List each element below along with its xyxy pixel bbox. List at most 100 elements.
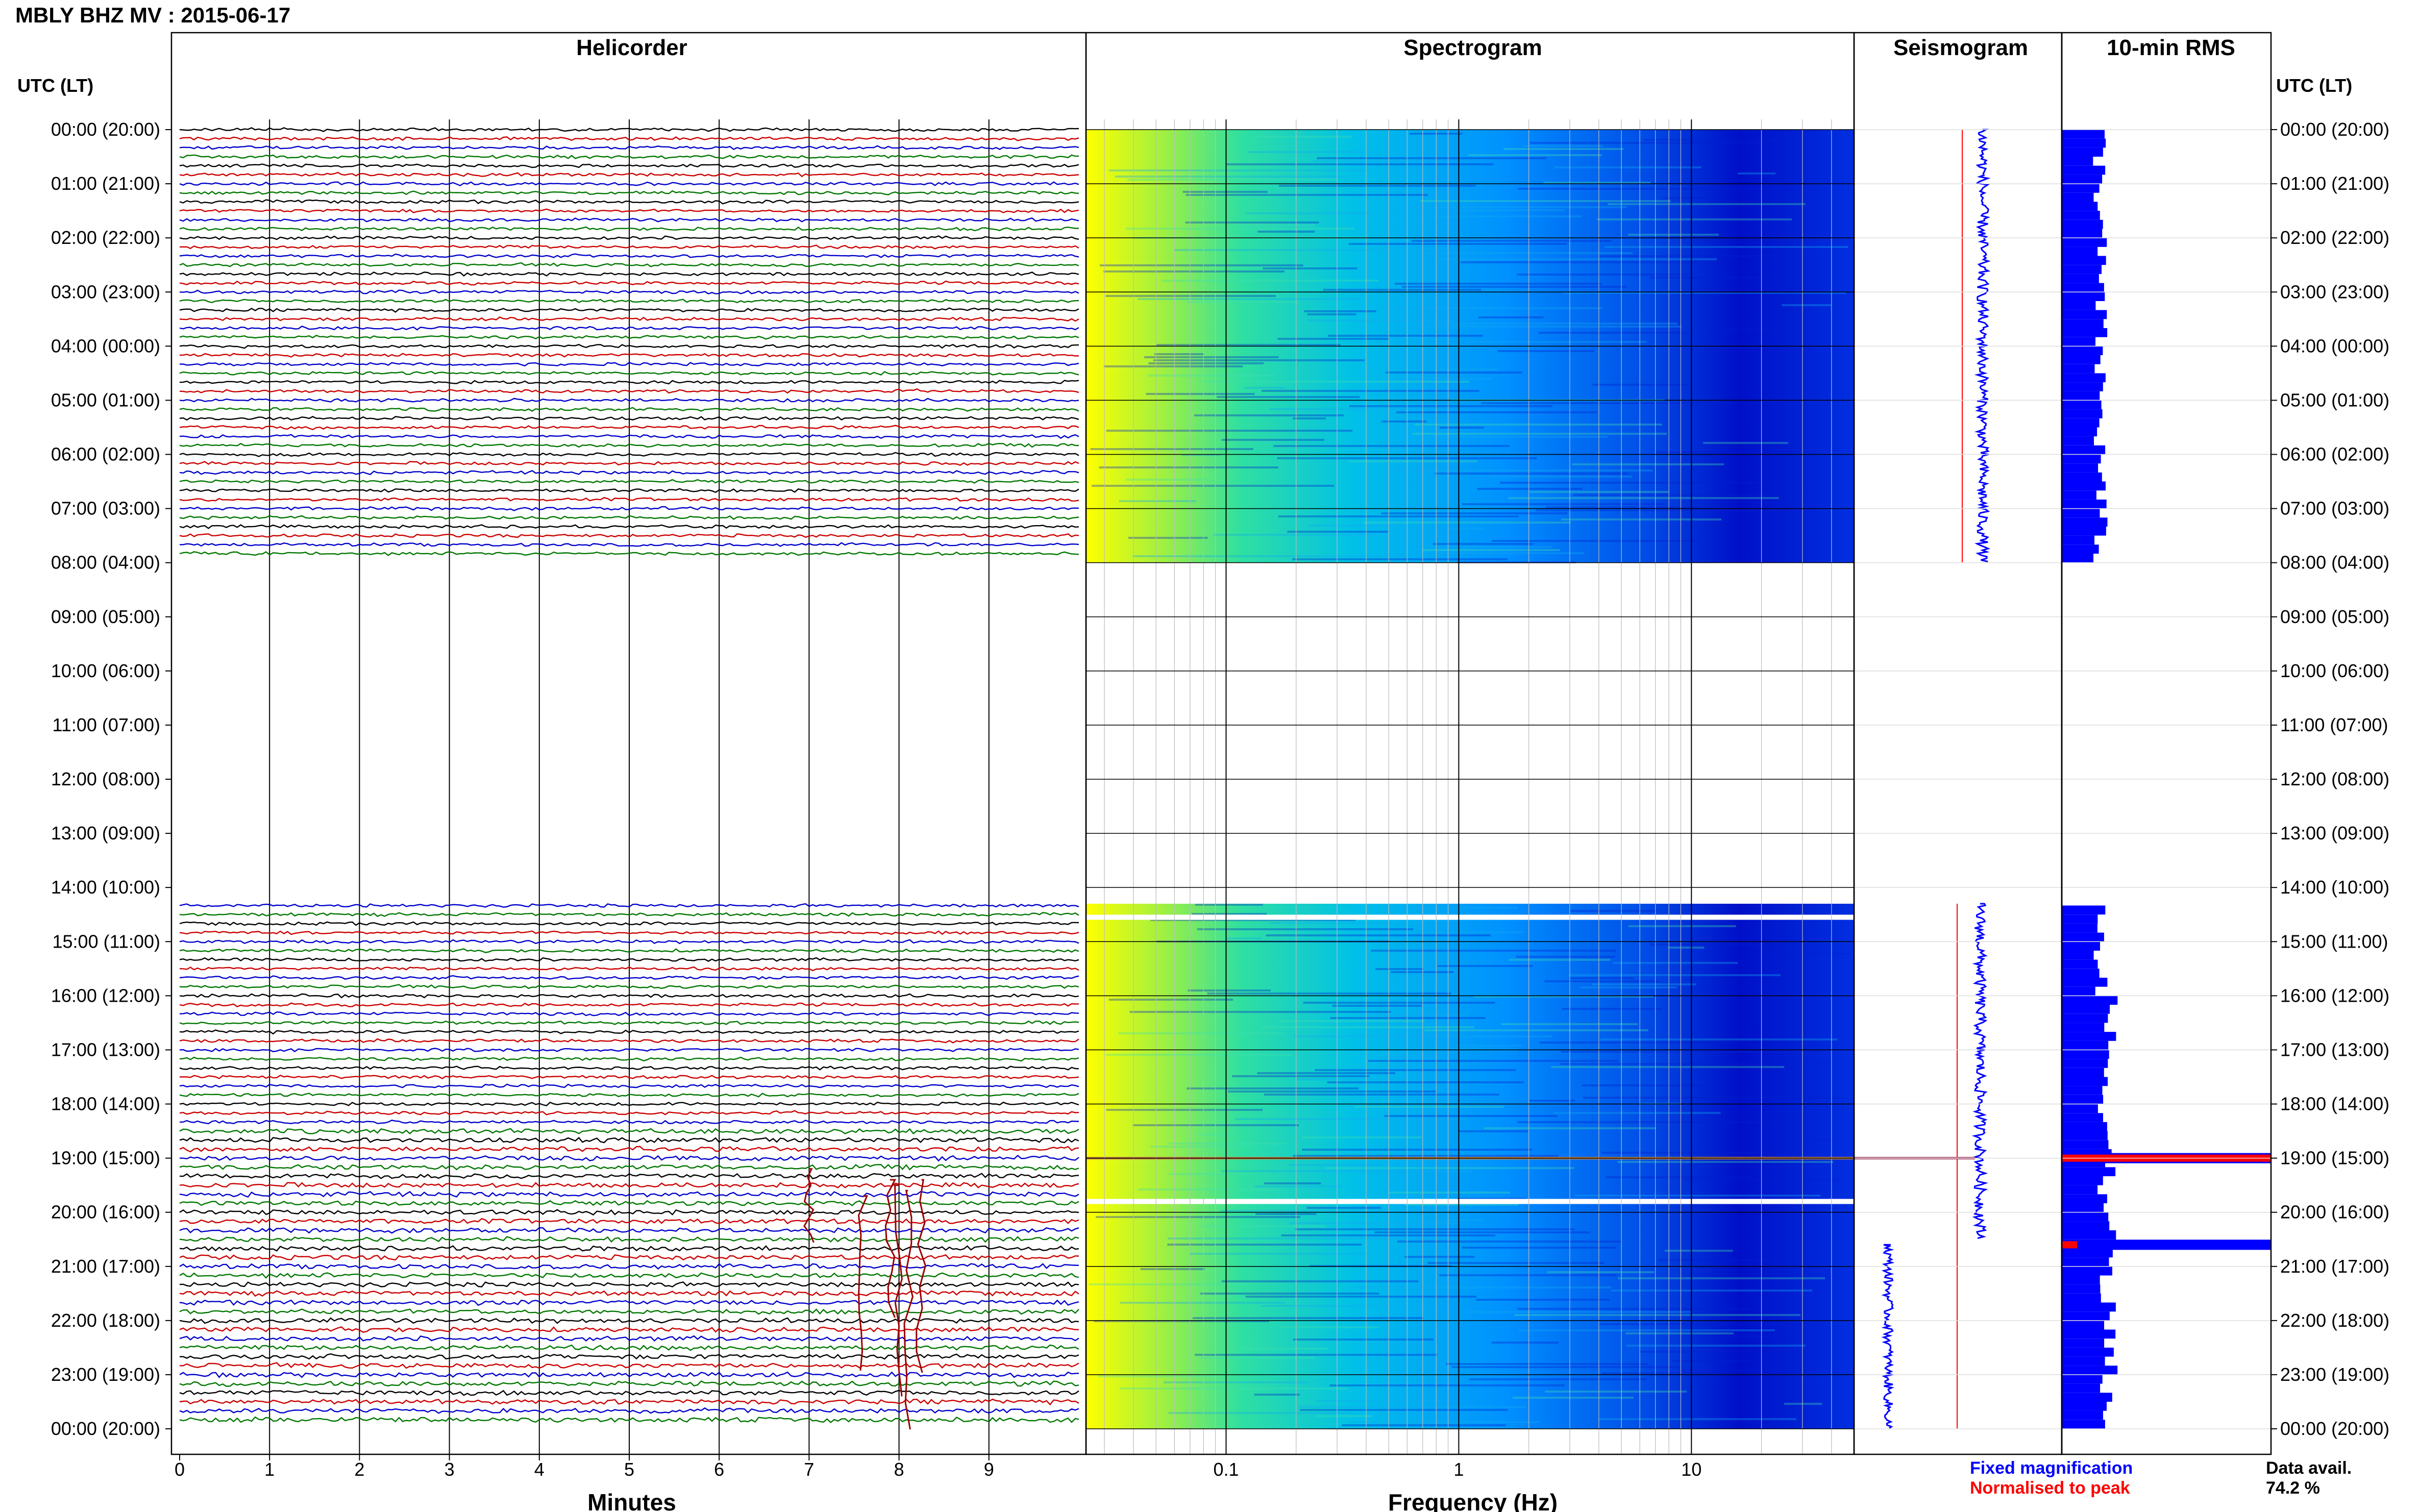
rms-bar [2062,941,2100,951]
helicorder-trace [179,1371,1079,1378]
x-axis-label-frequency: Frequency (Hz) [1388,1489,1558,1512]
helicorder-trace [179,1101,1079,1106]
rms-bar [2062,1013,2108,1023]
rms-bar [2062,1293,2101,1303]
spectrogram-texture [1435,258,1717,260]
legend-fixed-magnification: Fixed magnification [1970,1458,2133,1478]
spectrogram-texture [1516,955,1615,958]
helicorder-trace [179,903,1079,908]
helicorder-trace [179,1011,1079,1017]
spectrogram-texture [1703,442,1789,444]
spectrogram-texture [1195,903,1263,906]
helicorder-x-tick-label: 0 [175,1459,185,1480]
rms-bar [2062,238,2107,247]
y-tick-label-right: 12:00 (08:00) [2280,769,2389,789]
spectrogram-texture [1424,1029,1648,1031]
spectrogram-texture [1399,378,1492,380]
helicorder-trace [179,190,1079,195]
rms-bar [2062,463,2099,473]
spectrogram-texture [1501,1023,1638,1025]
spectrogram-texture [1241,1347,1328,1350]
rms-bar [2062,914,2098,924]
helicorder-trace [179,1362,1079,1369]
spectrogram-texture [1187,301,1299,303]
spectrogram-texture [1513,1396,1634,1399]
y-tick-label-right: 07:00 (03:00) [2280,498,2389,519]
helicorder-trace [179,1136,1079,1144]
rms-bar [2062,346,2103,355]
rms-bar [2062,184,2100,193]
spectrogram-texture [1220,1209,1390,1212]
rms-bar [2062,1311,2110,1321]
spectrogram-texture [1132,1124,1299,1126]
spectrogram-texture [1509,958,1611,961]
y-tick-label-right: 18:00 (14:00) [2280,1094,2389,1114]
rms-bar [2062,969,2100,978]
helicorder-trace [179,1075,1079,1080]
spectrogram-texture [1329,1384,1565,1386]
rms-bar [2062,454,2101,464]
spectrogram-texture [1640,1350,1723,1353]
rms-bar [2062,1339,2105,1348]
spectrogram-texture [1500,482,1778,484]
spectrogram-texture [1462,1246,1616,1249]
spectrogram-texture [1386,371,1522,374]
spectrogram-texture [1103,365,1243,367]
y-tick-label-right: 05:00 (01:00) [2280,389,2389,410]
spectrogram-texture [1561,518,1722,520]
spectrogram-texture [1100,264,1303,266]
spectrogram-texture [1115,176,1347,178]
spectrogram-texture [1153,359,1365,361]
spectrogram-texture [1422,549,1560,551]
helicorder-trace [179,262,1079,267]
y-tick-label-left: 19:00 (15:00) [51,1148,160,1169]
rms-bar [2062,355,2101,364]
page-title: MBLY BHZ MV : 2015-06-17 [15,3,291,27]
helicorder-trace [179,425,1079,431]
spectrogram-texture [1374,1231,1590,1233]
helicorder-trace [179,1182,1079,1188]
spectrogram-texture [1451,1366,1683,1368]
spectrogram-texture [1099,466,1278,468]
y-tick-label-right: 09:00 (05:00) [2280,606,2389,627]
spectrogram-texture [1457,1197,1527,1200]
spectrogram-texture [1221,1280,1419,1282]
spectrogram-texture [1572,463,1724,465]
y-tick-label-right: 01:00 (21:00) [2280,173,2389,194]
spectrogram-texture [1508,497,1779,499]
spectrogram-texture [1551,1065,1785,1068]
y-tick-label-left: 15:00 (11:00) [53,931,160,952]
rms-bar [2062,1383,2101,1393]
spectrogram-texture [1182,454,1221,456]
helicorder-trace [179,307,1079,313]
spectrogram-texture [1317,157,1547,159]
spectrogram-texture [1389,1191,1510,1194]
spectrogram-texture [1303,1001,1495,1004]
spectrogram-texture [1315,1069,1516,1071]
helicorder-trace [179,1120,1079,1125]
rms-bar [2062,1040,2109,1050]
spectrogram-texture [1164,1381,1309,1383]
spectrogram-texture [1600,1038,1838,1040]
spectrogram-texture [1579,986,1677,988]
x-axis-label-minutes: Minutes [587,1489,676,1512]
helicorder-trace [179,1390,1079,1396]
helicorder-trace [179,461,1079,466]
spectrogram-texture [1608,203,1806,205]
rms-bar [2062,517,2108,527]
helicorder-trace [179,299,1079,304]
spectrogram-texture [1146,393,1255,395]
rms-bar [2062,526,2106,536]
spectrogram-texture [1680,1369,1817,1371]
spectrogram-texture [1461,261,1714,263]
y-tick-label-right: 13:00 (09:00) [2280,823,2389,844]
helicorder-event-spike [803,1168,814,1243]
spectrogram-texture [1469,1378,1646,1380]
helicorder-trace [179,398,1079,403]
spectrogram-texture [1429,368,1498,370]
spectrogram-texture [1290,1222,1461,1224]
spectrogram-texture [1738,172,1776,175]
rms-bar [2062,337,2095,346]
spectrogram-texture [1106,1108,1263,1111]
